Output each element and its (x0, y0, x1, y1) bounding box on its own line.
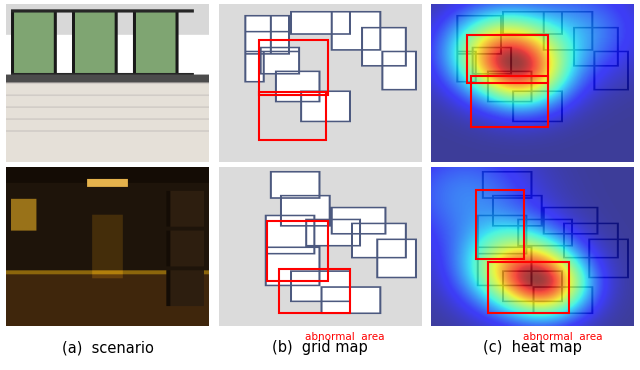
Text: (b)  grid map: (b) grid map (272, 340, 368, 355)
Bar (268, 221, 328, 281)
Text: abnormal  area: abnormal area (517, 168, 596, 178)
Text: abnormal  area: abnormal area (523, 332, 602, 342)
Bar (488, 262, 569, 313)
Bar (280, 269, 351, 313)
Text: abnormal  area: abnormal area (291, 168, 370, 178)
Bar (476, 189, 524, 259)
Bar (467, 36, 548, 83)
Text: (a)  scenario: (a) scenario (62, 340, 154, 355)
Bar (472, 77, 548, 127)
Text: abnormal  area: abnormal area (305, 332, 384, 342)
Bar (259, 92, 326, 140)
Bar (259, 40, 328, 95)
Text: (c)  heat map: (c) heat map (483, 340, 582, 355)
